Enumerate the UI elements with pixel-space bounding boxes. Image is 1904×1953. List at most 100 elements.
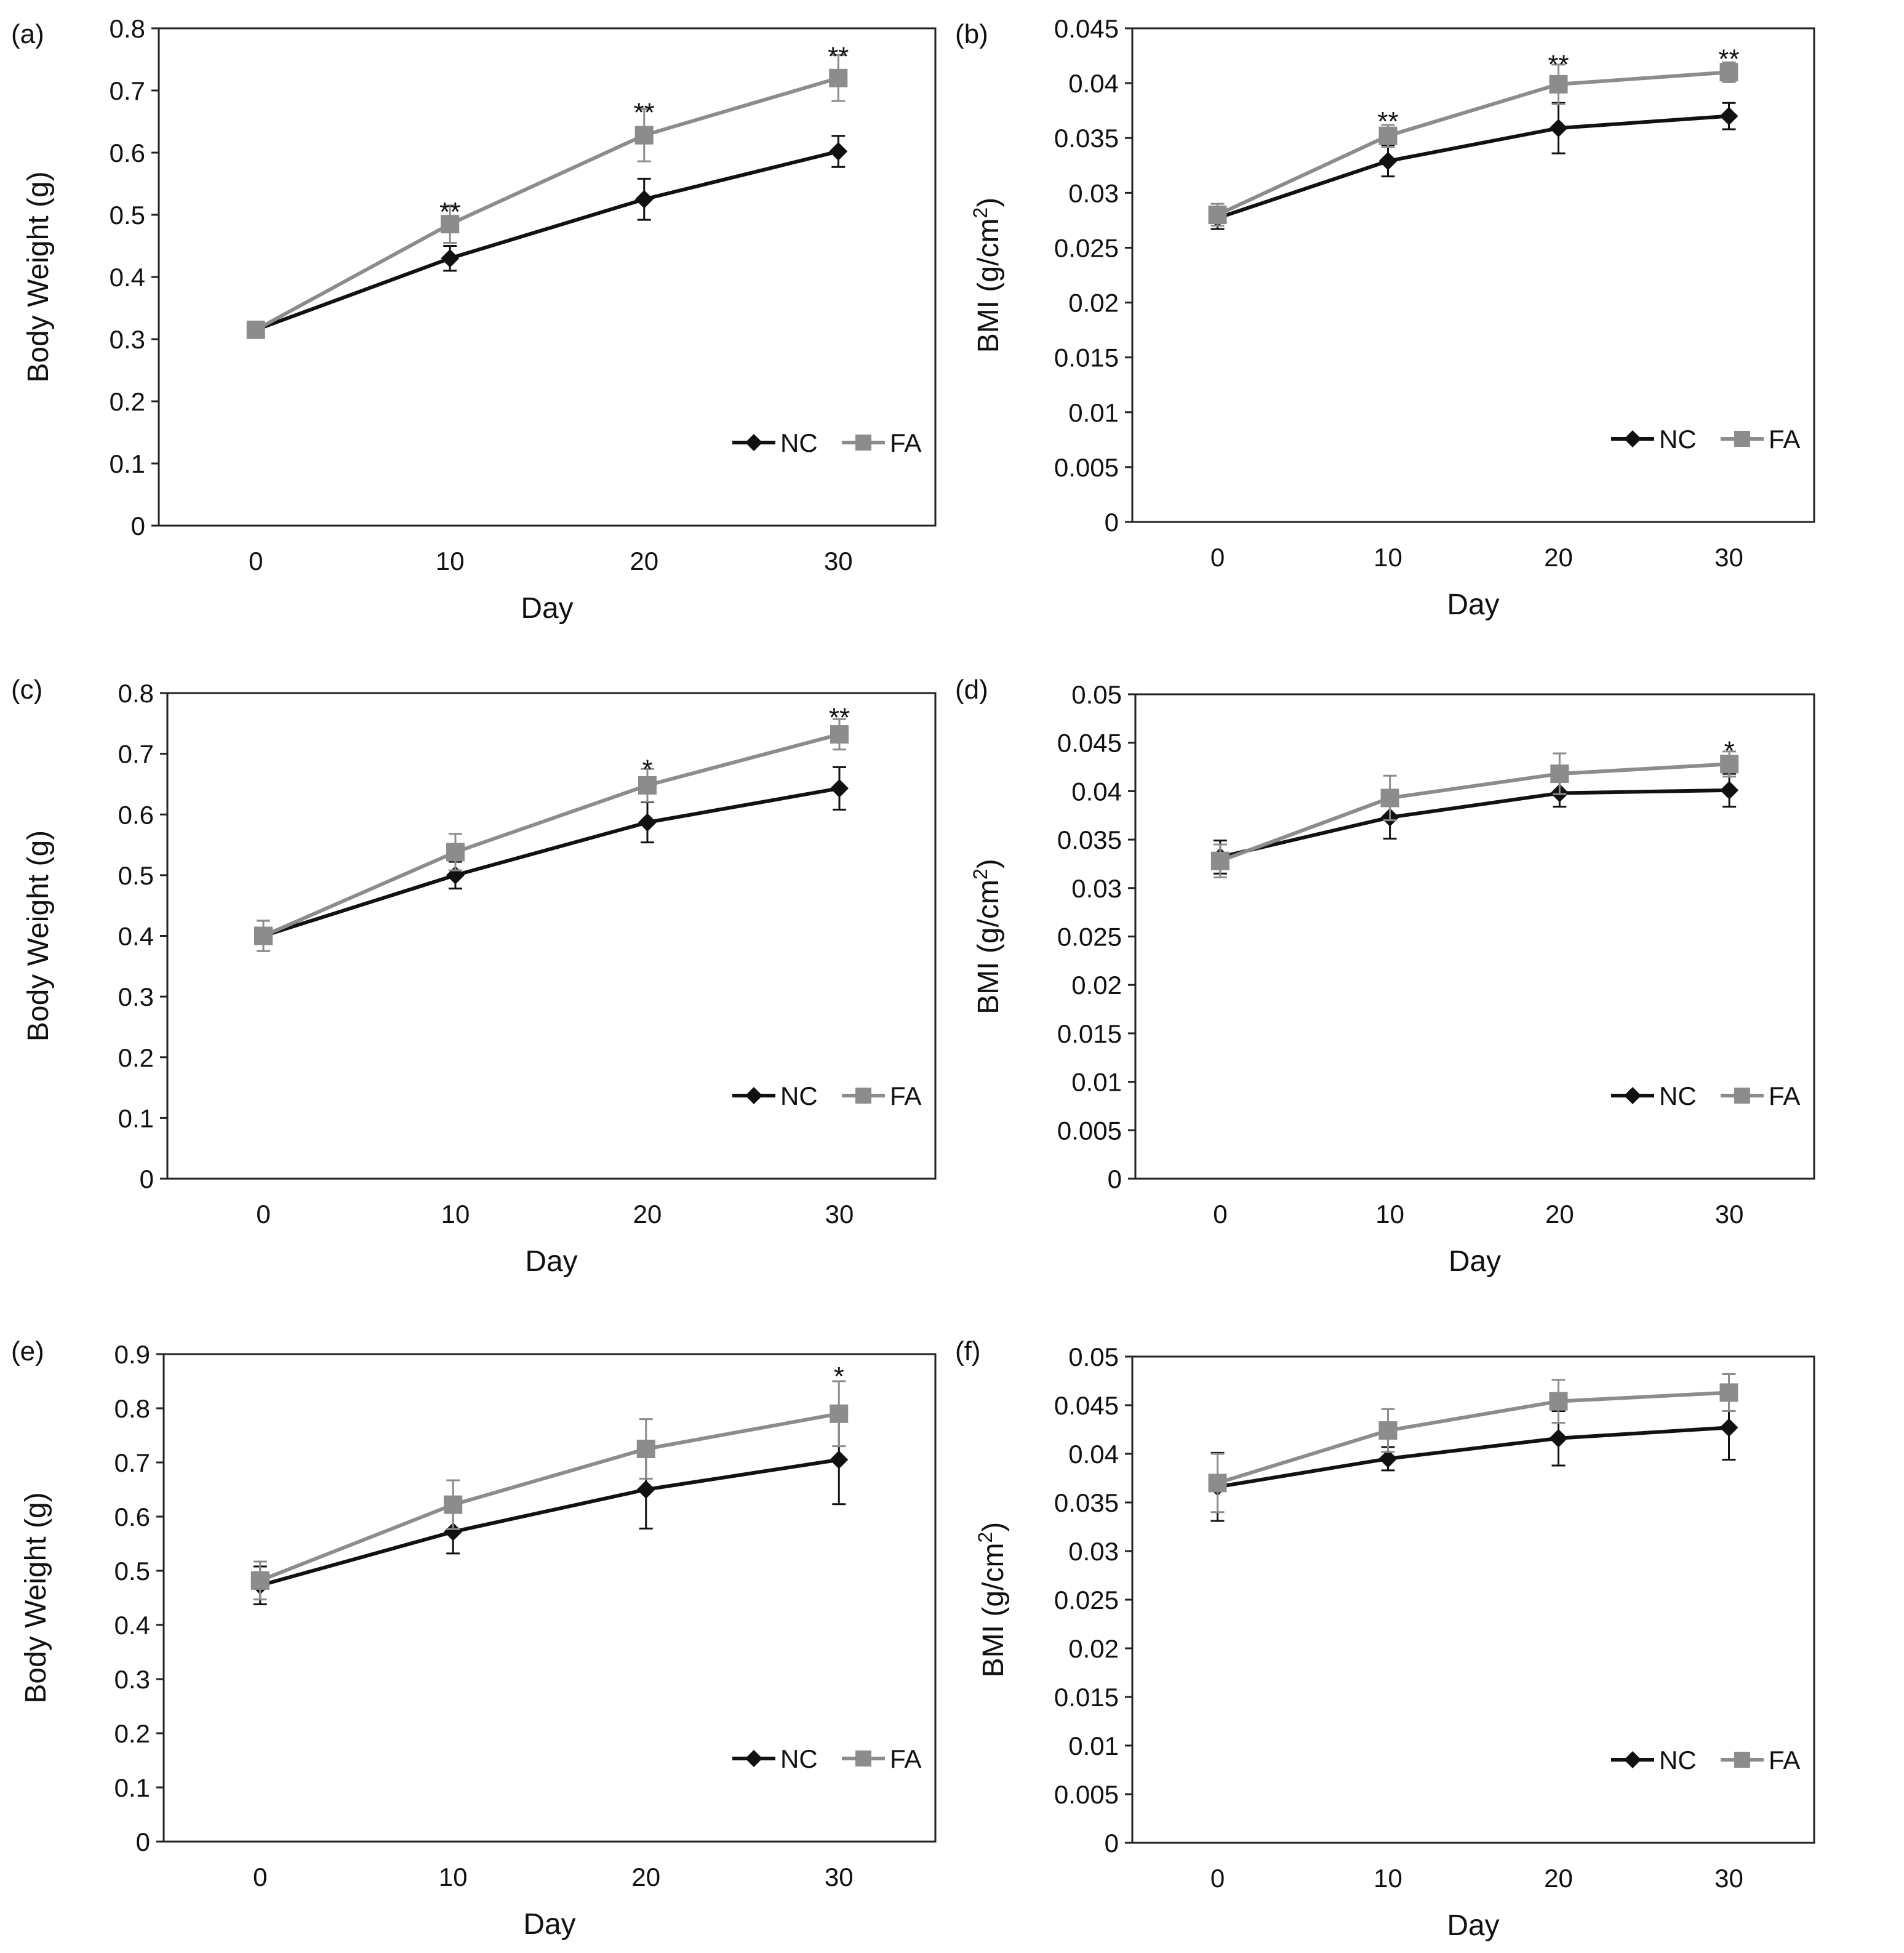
panel-letter: (a) (11, 19, 44, 49)
series-FA (1208, 61, 1738, 227)
y-tick-label: 0.2 (110, 387, 145, 416)
significance-marker: ** (1548, 49, 1569, 79)
legend-label: NC (780, 428, 818, 457)
legend: NC FA (732, 1081, 921, 1110)
series-FA (1208, 1373, 1738, 1514)
data-point (444, 1522, 463, 1541)
x-tick-label: 20 (1545, 1200, 1574, 1229)
plot-frame (1134, 693, 1815, 1180)
x-axis-title: Day (525, 1245, 577, 1278)
y-tick-label: 0.01 (1068, 1731, 1119, 1760)
legend: NC FA (1611, 425, 1800, 454)
y-tick-label: 0.2 (114, 1719, 150, 1748)
data-point (1549, 119, 1568, 138)
y-tick-label: 0.02 (1068, 289, 1119, 318)
significance-marker: * (834, 1361, 844, 1392)
legend: NC FA (1611, 1746, 1800, 1775)
chart-panel-d: (d) 0 0.005 0.01 0.015 0.02 0.025 0.03 0.035 0.04… (955, 675, 1815, 1278)
y-tick-label: 0.01 (1068, 398, 1119, 427)
plot-frame (166, 692, 937, 1180)
y-tick-label: 0 (1105, 508, 1119, 537)
data-point (444, 1495, 463, 1514)
data-point (1378, 1449, 1398, 1468)
x-tick-label: 0 (1213, 1200, 1227, 1229)
data-point (446, 843, 465, 862)
x-tick-label: 20 (633, 1200, 662, 1229)
series-NC (254, 766, 849, 952)
x-tick-label: 30 (824, 547, 853, 575)
panel-letter: (f) (955, 1336, 981, 1366)
data-point (634, 190, 654, 209)
series-FA (1210, 750, 1739, 878)
legend-marker (855, 1750, 871, 1767)
y-tick-label: 0.005 (1057, 1116, 1122, 1145)
legend-label: FA (1769, 1081, 1800, 1110)
chart-panel-c: (c) 0 0.1 0.2 0.3 0.4 0.5 0.6 0.7 0.8 0 10 20 30 Day Bo… (11, 675, 937, 1278)
legend: NC FA (1611, 1081, 1800, 1110)
data-point (829, 142, 848, 161)
y-tick-label: 0.035 (1054, 1488, 1119, 1517)
y-tick-label: 0.3 (118, 982, 154, 1011)
y-tick-label: 0.4 (114, 1611, 150, 1640)
data-point (1378, 126, 1398, 145)
legend-label: NC (780, 1744, 818, 1773)
panel-letter: (c) (11, 675, 42, 705)
y-tick-label: 0.015 (1054, 343, 1119, 372)
y-tick-label: 0.6 (110, 138, 145, 167)
data-point (636, 1440, 655, 1458)
series-line (1217, 114, 1729, 220)
legend: NC FA (732, 428, 921, 457)
plot-frame (162, 1353, 937, 1843)
y-tick-label: 0.03 (1068, 178, 1119, 207)
legend-label: NC (1659, 425, 1697, 454)
x-tick-label: 0 (253, 1863, 267, 1891)
series-line (259, 1411, 839, 1582)
y-axis-title: Body Weight (g) (22, 830, 55, 1041)
y-tick-label: 0.1 (114, 1773, 150, 1802)
panel-letter: (d) (955, 675, 988, 705)
x-tick-label: 20 (631, 1863, 660, 1891)
plot-frame (158, 27, 937, 527)
x-tick-label: 30 (825, 1200, 854, 1229)
significance-marker: ** (1377, 106, 1398, 137)
x-tick-label: 0 (256, 1200, 270, 1229)
legend-marker (1734, 1752, 1750, 1768)
legend-marker (745, 434, 762, 451)
y-tick-label: 0.015 (1057, 1019, 1122, 1048)
data-point (1550, 764, 1569, 784)
legend-label: FA (1769, 1746, 1800, 1775)
y-tick-label: 0.005 (1054, 453, 1119, 482)
y-tick-label: 0 (131, 511, 145, 540)
legend-marker (1734, 1088, 1750, 1104)
legend-marker (1624, 1751, 1641, 1768)
panel-letter: (b) (955, 19, 988, 49)
x-tick-label: 10 (436, 547, 465, 575)
data-point (1208, 205, 1227, 224)
data-point (1549, 1392, 1568, 1411)
y-tick-label: 0.045 (1057, 729, 1122, 758)
x-axis-title: Day (521, 592, 573, 625)
x-tick-label: 20 (1544, 1864, 1573, 1893)
series-line (263, 786, 840, 938)
series-line (1220, 788, 1730, 859)
x-axis-title: Day (1447, 588, 1499, 621)
data-point (246, 320, 265, 339)
y-tick-label: 0.3 (114, 1665, 150, 1694)
legend-label: FA (890, 428, 921, 457)
legend-label: FA (890, 1081, 921, 1110)
y-tick-label: 0.04 (1068, 1440, 1119, 1469)
y-tick-label: 0.05 (1071, 680, 1122, 709)
legend-marker (1624, 1087, 1641, 1104)
data-point (1208, 1474, 1227, 1493)
series-NC (1210, 772, 1739, 875)
y-tick-label: 0.6 (114, 1502, 150, 1531)
data-point (1719, 63, 1738, 82)
y-tick-label: 0.025 (1054, 1586, 1119, 1614)
data-point (1549, 74, 1568, 94)
y-tick-label: 0.7 (114, 1448, 150, 1477)
x-tick-label: 30 (1714, 1864, 1743, 1893)
y-tick-label: 0.025 (1057, 923, 1122, 952)
legend-label: NC (1659, 1081, 1697, 1110)
series-NC (1208, 102, 1738, 230)
